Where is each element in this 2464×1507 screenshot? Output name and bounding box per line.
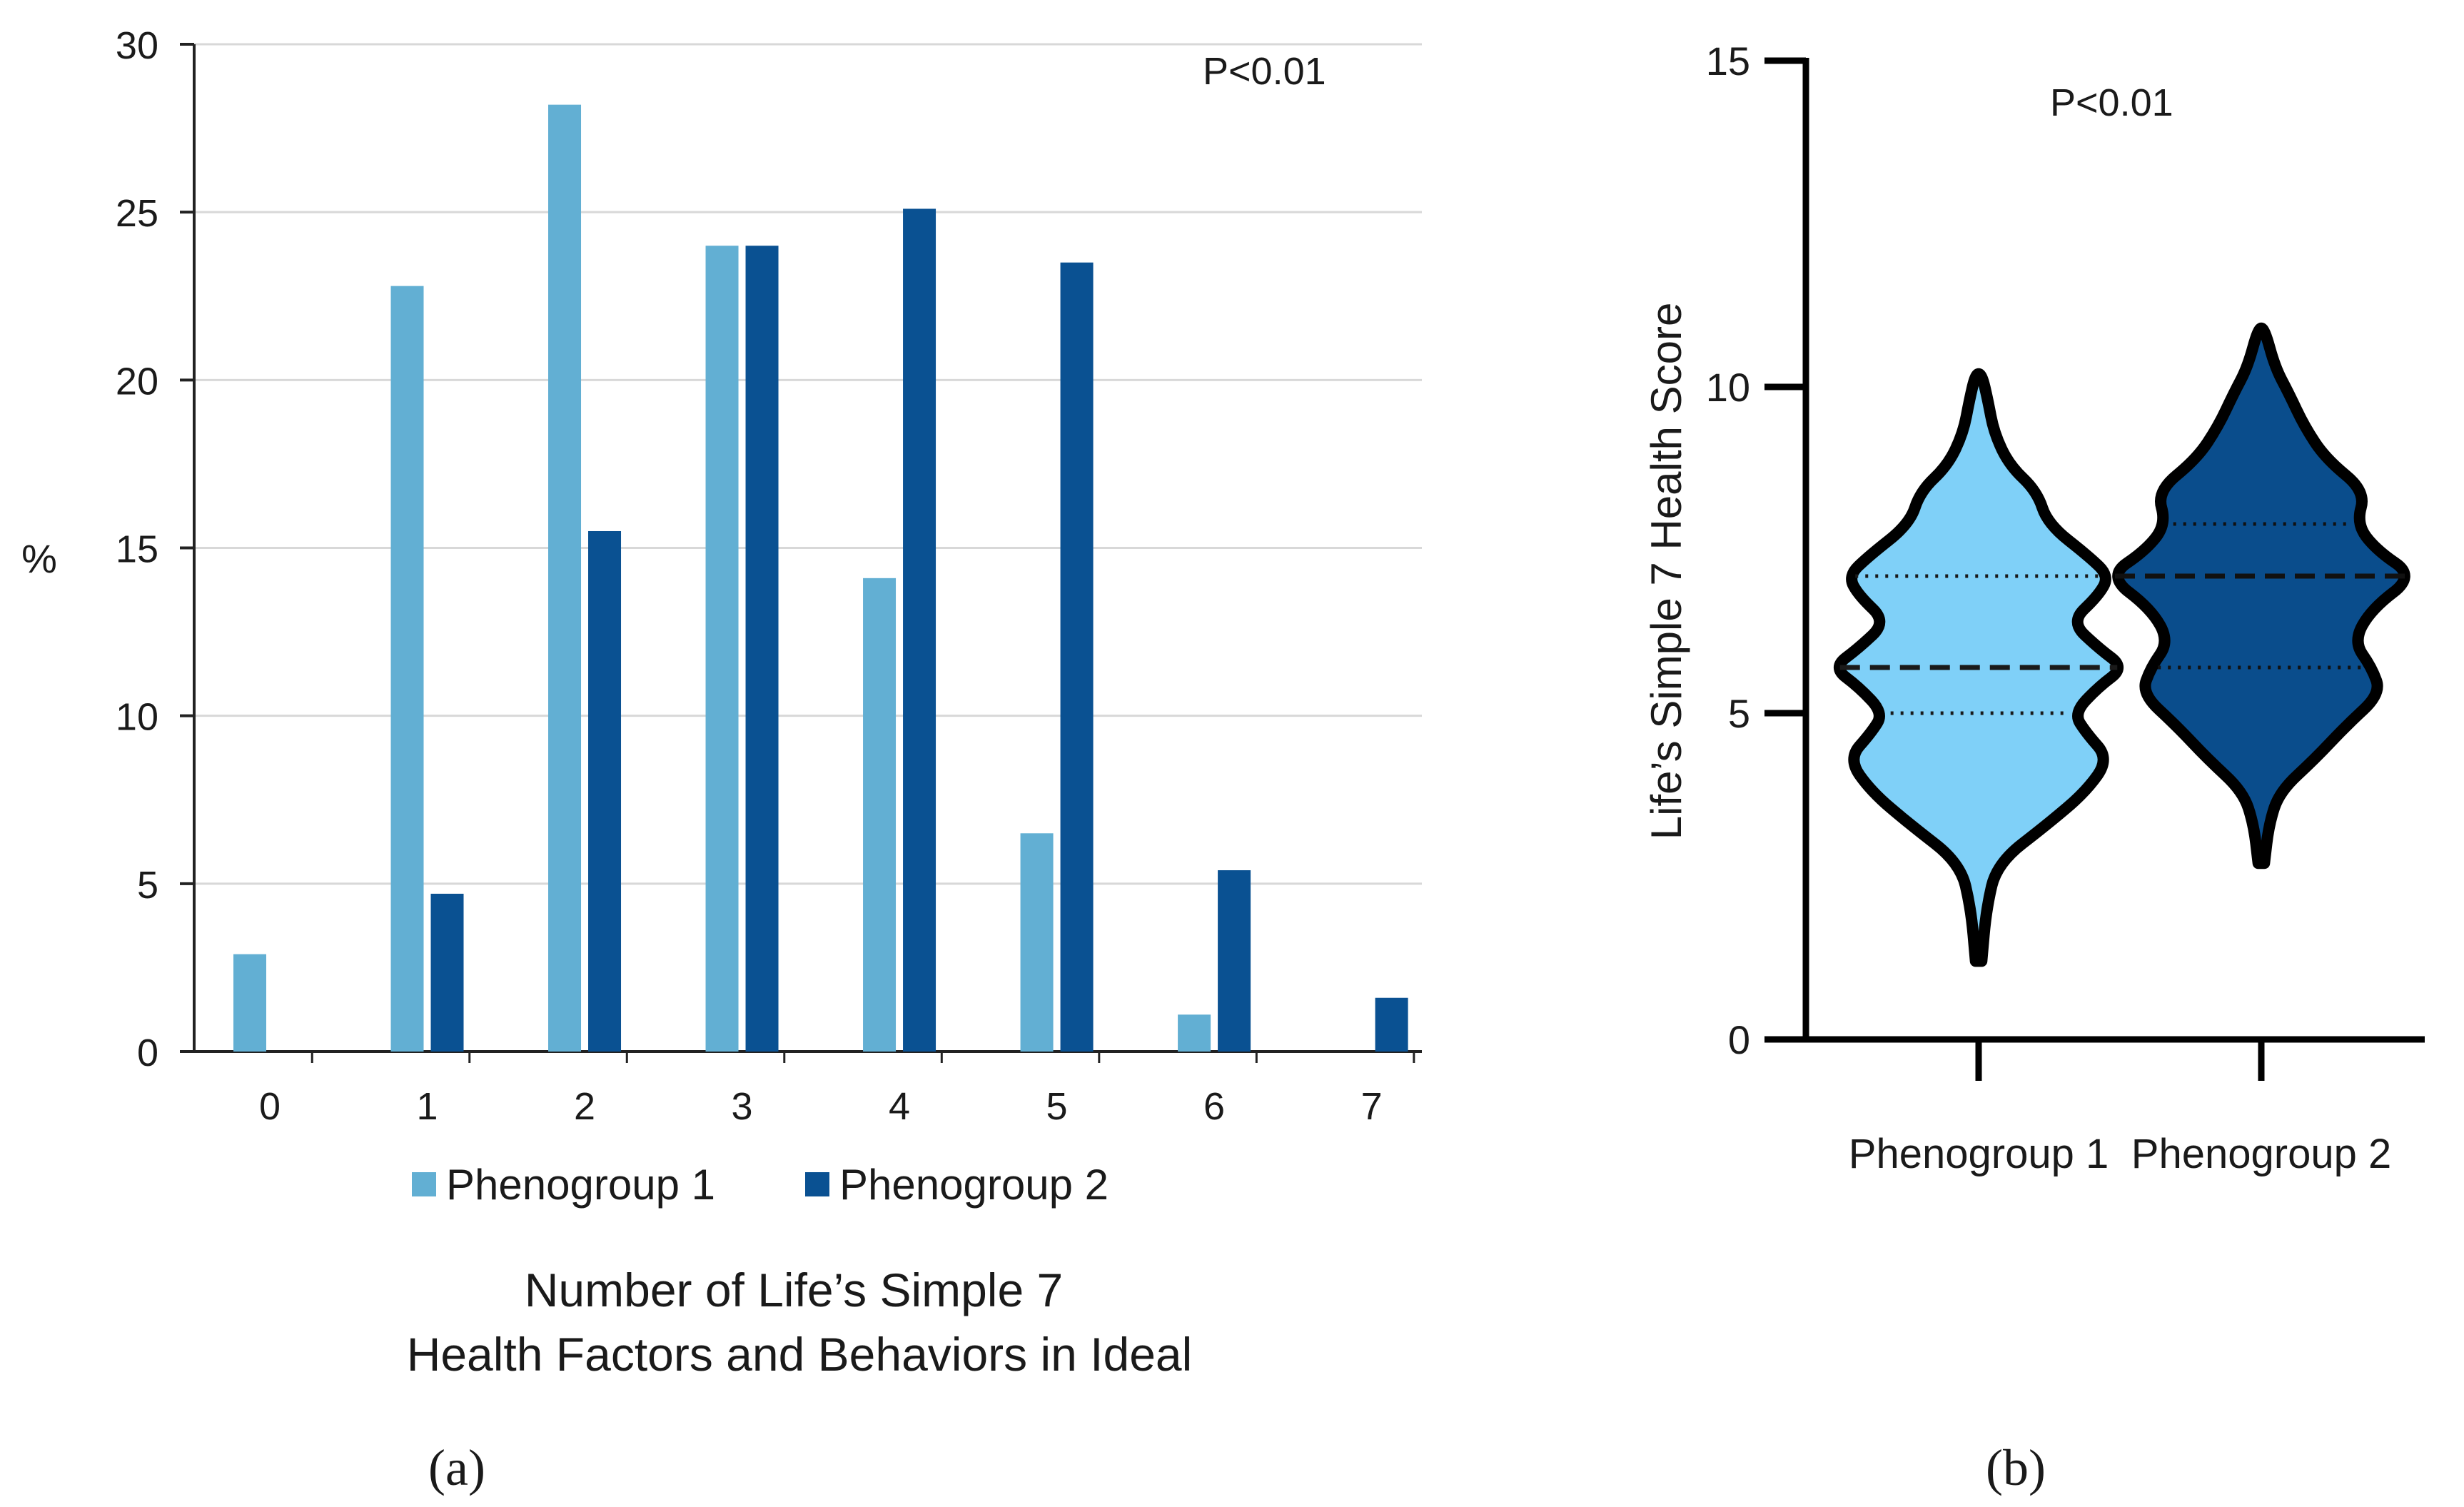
legend-label-1: Phenogroup 1 [446, 1161, 715, 1209]
x-tick-label: 2 [574, 1085, 595, 1128]
bar-2-cat-5 [1060, 262, 1094, 1052]
violin-2 [2112, 322, 2410, 870]
bar-1-cat-4 [863, 578, 897, 1052]
bar-2-cat-6 [1218, 870, 1251, 1052]
bar-2-cat-3 [745, 246, 779, 1052]
y-tick-label: 10 [116, 696, 158, 739]
x-tick-label: 5 [1046, 1085, 1068, 1128]
bar-1-cat-0 [233, 954, 266, 1052]
y-axis-label: % [21, 536, 57, 581]
bar-1-cat-3 [705, 246, 739, 1052]
y-tick-label: 0 [137, 1032, 158, 1074]
bar-1-cat-1 [390, 286, 424, 1052]
x-tick-label: Phenogroup 2 [2131, 1131, 2391, 1177]
x-tick-label: 3 [732, 1085, 753, 1128]
y-tick-label: 30 [116, 24, 158, 67]
y-tick-label: 15 [1706, 39, 1750, 84]
p-value-annotation: P<0.01 [2050, 81, 2173, 124]
x-tick-label: 1 [416, 1085, 438, 1128]
y-tick-label: 25 [116, 192, 158, 235]
bar-2-cat-1 [430, 893, 464, 1052]
y-tick-label: 0 [1728, 1017, 1750, 1062]
bar-chart-panel-a: 0 5 10 15 20 25 30 0 1 2 3 4 5 6 7% P<0.01 Phenogroup 1 P… [21, 24, 1422, 1496]
y-tick-label: 5 [1728, 691, 1750, 736]
p-value-annotation: P<0.01 [1203, 50, 1326, 93]
bar-1-cat-6 [1178, 1014, 1211, 1052]
y-tick-label: 20 [116, 360, 158, 403]
x-tick-label: 0 [259, 1085, 281, 1128]
bar-1-cat-5 [1020, 833, 1054, 1052]
x-axis-label-line-1: Number of Life’s Simple 7 [525, 1264, 1063, 1316]
bar-1-cat-2 [548, 104, 582, 1052]
x-tick-label: 6 [1203, 1085, 1225, 1128]
bar-2-cat-4 [903, 208, 936, 1052]
y-tick-label: 5 [137, 864, 158, 907]
y-axis-label: Life’s Simple 7 Health Score [1642, 303, 1690, 840]
y-tick-label: 15 [116, 528, 158, 571]
panel-label: (a) [428, 1439, 485, 1496]
x-axis-label-line-2: Health Factors and Behaviors in Ideal [407, 1328, 1193, 1381]
legend-label-2: Phenogroup 2 [839, 1161, 1109, 1209]
y-tick-label: 10 [1706, 365, 1750, 410]
bar-2-cat-7 [1375, 997, 1408, 1052]
x-tick-label: 4 [889, 1085, 910, 1128]
legend-swatch-2 [805, 1172, 829, 1196]
panel-label: (b) [1986, 1439, 2046, 1496]
legend-swatch-1 [412, 1172, 436, 1196]
x-tick-label: 7 [1361, 1085, 1383, 1128]
bar-2-cat-2 [588, 530, 622, 1052]
violin-chart-panel-b: 0 5 10 15 Life’s Simple 7 Health Score P<0.01… [1642, 39, 2425, 1496]
x-tick-label: Phenogroup 1 [1849, 1131, 2109, 1177]
